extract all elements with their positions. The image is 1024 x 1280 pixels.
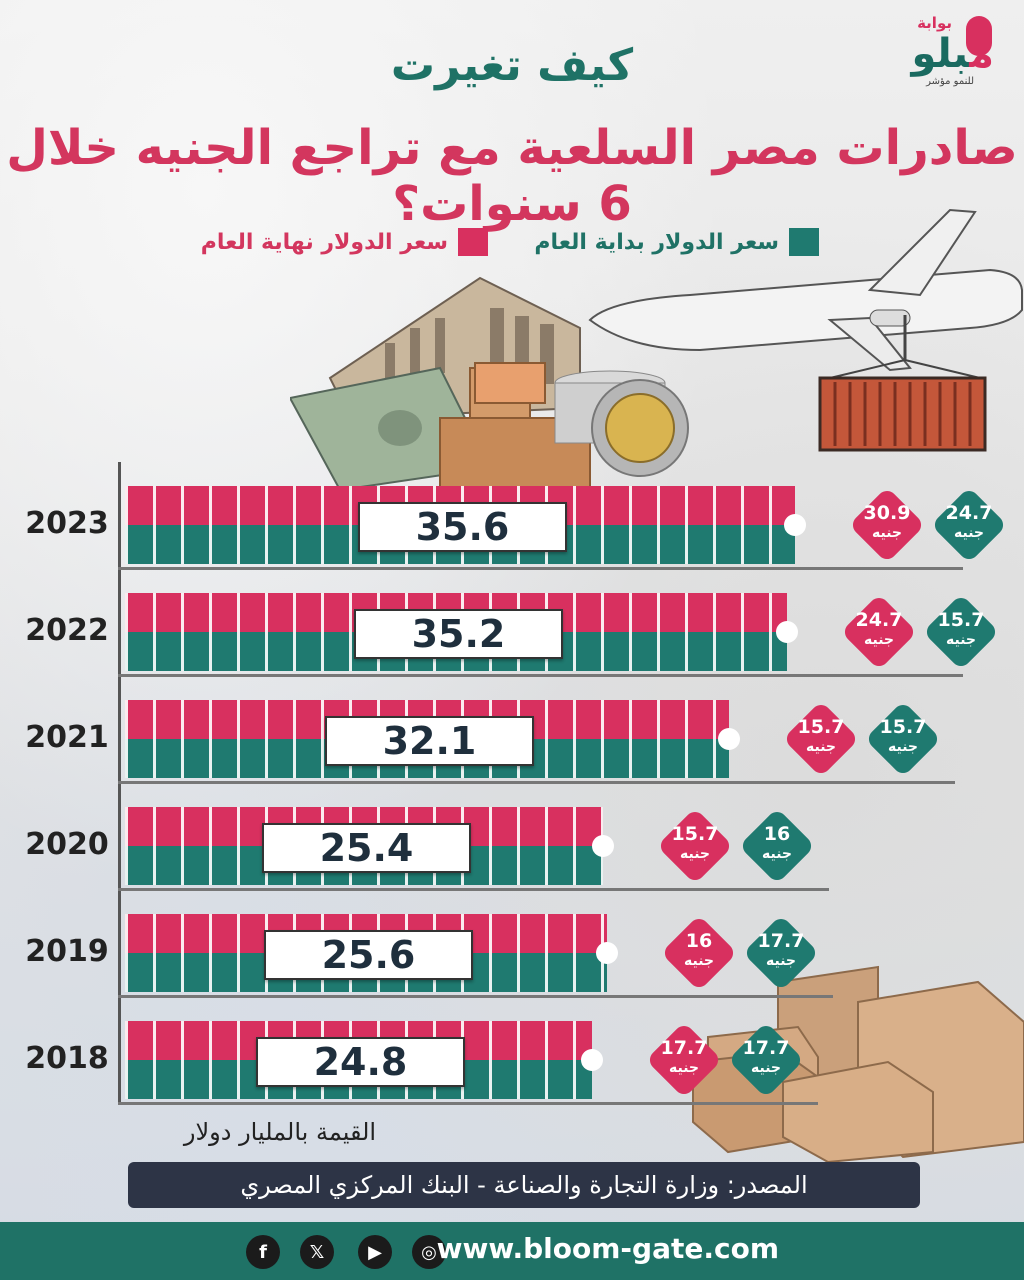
bar-end-dot <box>718 728 740 750</box>
diamond-text: 30.9 جنيه <box>851 503 923 543</box>
legend-item-start: سعر الدولار بداية العام <box>534 225 819 259</box>
legend-label-end: سعر الدولار نهاية العام <box>200 229 448 255</box>
diamond-unit: جنيه <box>805 739 836 755</box>
brand-logo: بوابة مبلو للنمو مؤشر <box>864 14 995 104</box>
cargo-plane-illustration <box>588 208 1023 452</box>
year-label-2021: 2021 <box>25 720 109 755</box>
row-baseline <box>118 567 963 570</box>
diamond-value: 17.7 <box>660 1037 708 1059</box>
value-label-2021: 32.1 <box>325 716 534 766</box>
dollar-end-2018: 17.7 جنيه <box>645 1021 723 1099</box>
dollar-start-2020: 16 جنيه <box>738 807 816 885</box>
year-label-2023: 2023 <box>25 506 109 541</box>
dollar-end-2019: 16 جنيه <box>660 914 738 992</box>
diamond-text: 16 جنيه <box>741 824 813 864</box>
diamond-unit: جنيه <box>863 632 894 648</box>
logo-tagline: للنمو مؤشر <box>926 76 974 87</box>
title-line-2: صادرات مصر السلعية مع تراجع الجنيه خلال … <box>6 120 1018 232</box>
container-illustration <box>818 376 987 452</box>
source-text: المصدر: وزارة التجارة والصناعة - البنك ا… <box>240 1171 808 1199</box>
x-icon[interactable]: 𝕏 <box>300 1235 334 1269</box>
diamond-value: 24.7 <box>945 502 993 524</box>
legend-swatch-teal <box>789 228 819 256</box>
diamond-unit: جنيه <box>871 525 902 541</box>
bar-end-dot <box>784 514 806 536</box>
dollar-end-2022: 24.7 جنيه <box>840 593 918 671</box>
diamond-unit: جنيه <box>668 1060 699 1076</box>
value-label-2022: 35.2 <box>354 609 563 659</box>
value-label-2018: 24.8 <box>256 1037 465 1087</box>
diamond-text: 15.7 جنيه <box>925 610 997 650</box>
legend-item-end: سعر الدولار نهاية العام <box>201 225 488 259</box>
title-line-1: كيف تغيرت <box>390 40 634 91</box>
diamond-text: 24.7 جنيه <box>933 503 1005 543</box>
diamond-text: 17.7 جنيه <box>745 931 817 971</box>
diamond-unit: جنيه <box>679 846 710 862</box>
diamond-unit: جنيه <box>683 953 714 969</box>
diamond-value: 16 <box>763 823 791 845</box>
facebook-icon[interactable]: f <box>246 1235 280 1269</box>
logo-top-text: بوابة <box>917 14 952 32</box>
dollar-end-2021: 15.7 جنيه <box>782 700 860 778</box>
diamond-value: 16 <box>685 930 713 952</box>
diamond-value: 24.7 <box>855 609 903 631</box>
dollar-start-2018: 17.7 جنيه <box>727 1021 805 1099</box>
diamond-value: 15.7 <box>671 823 719 845</box>
dollar-start-2021: 15.7 جنيه <box>864 700 942 778</box>
diamond-value: 15.7 <box>937 609 985 631</box>
row-baseline <box>118 674 963 677</box>
diamond-text: 17.7 جنيه <box>730 1038 802 1078</box>
bar-end-dot <box>776 621 798 643</box>
dollar-start-2023: 24.7 جنيه <box>930 486 1008 564</box>
diamond-unit: جنيه <box>953 525 984 541</box>
row-baseline <box>118 1102 818 1105</box>
diamond-unit: جنيه <box>945 632 976 648</box>
diamond-text: 15.7 جنيه <box>867 717 939 757</box>
value-unit-label: القيمة بالمليار دولار <box>183 1118 377 1146</box>
website-link[interactable]: www.bloom-gate.com <box>436 1232 779 1265</box>
year-label-2019: 2019 <box>25 934 109 969</box>
year-label-2022: 2022 <box>25 613 109 648</box>
diamond-text: 15.7 جنيه <box>785 717 857 757</box>
row-baseline <box>118 781 955 784</box>
diamond-text: 16 جنيه <box>663 931 735 971</box>
logo-main-a: بلو <box>911 31 970 77</box>
bar-end-dot <box>596 942 618 964</box>
diamond-text: 24.7 جنيه <box>843 610 915 650</box>
bar-end-dot <box>592 835 614 857</box>
dollar-start-2022: 15.7 جنيه <box>922 593 1000 671</box>
microphone-icon <box>966 16 992 56</box>
dollar-end-2023: 30.9 جنيه <box>848 486 926 564</box>
year-label-2020: 2020 <box>25 827 109 862</box>
diamond-text: 17.7 جنيه <box>648 1038 720 1078</box>
year-label-2018: 2018 <box>25 1041 109 1076</box>
row-baseline <box>118 995 833 998</box>
diamond-value: 30.9 <box>863 502 911 524</box>
value-label-2019: 25.6 <box>264 930 473 980</box>
legend-label-start: سعر الدولار بداية العام <box>534 229 779 255</box>
diamond-unit: جنيه <box>887 739 918 755</box>
diamond-value: 17.7 <box>742 1037 790 1059</box>
dollar-start-2019: 17.7 جنيه <box>742 914 820 992</box>
legend: سعر الدولار بداية العام سعر الدولار نهاي… <box>0 225 1024 259</box>
diamond-unit: جنيه <box>761 846 792 862</box>
bank-money-illustration <box>290 276 689 490</box>
source-bar: المصدر: وزارة التجارة والصناعة - البنك ا… <box>128 1162 920 1208</box>
diamond-unit: جنيه <box>765 953 796 969</box>
footer: f 𝕏 ▶ ◎ www.bloom-gate.com <box>0 1222 1024 1280</box>
youtube-icon[interactable]: ▶ <box>358 1235 392 1269</box>
diamond-text: 15.7 جنيه <box>659 824 731 864</box>
dollar-end-2020: 15.7 جنيه <box>656 807 734 885</box>
value-label-2020: 25.4 <box>262 823 471 873</box>
legend-swatch-pink <box>458 228 488 256</box>
bar-end-dot <box>581 1049 603 1071</box>
instagram-icon[interactable]: ◎ <box>412 1235 446 1269</box>
diamond-value: 15.7 <box>797 716 845 738</box>
diamond-value: 15.7 <box>879 716 927 738</box>
diamond-unit: جنيه <box>750 1060 781 1076</box>
row-baseline <box>118 888 829 891</box>
value-label-2023: 35.6 <box>358 502 567 552</box>
diamond-value: 17.7 <box>757 930 805 952</box>
